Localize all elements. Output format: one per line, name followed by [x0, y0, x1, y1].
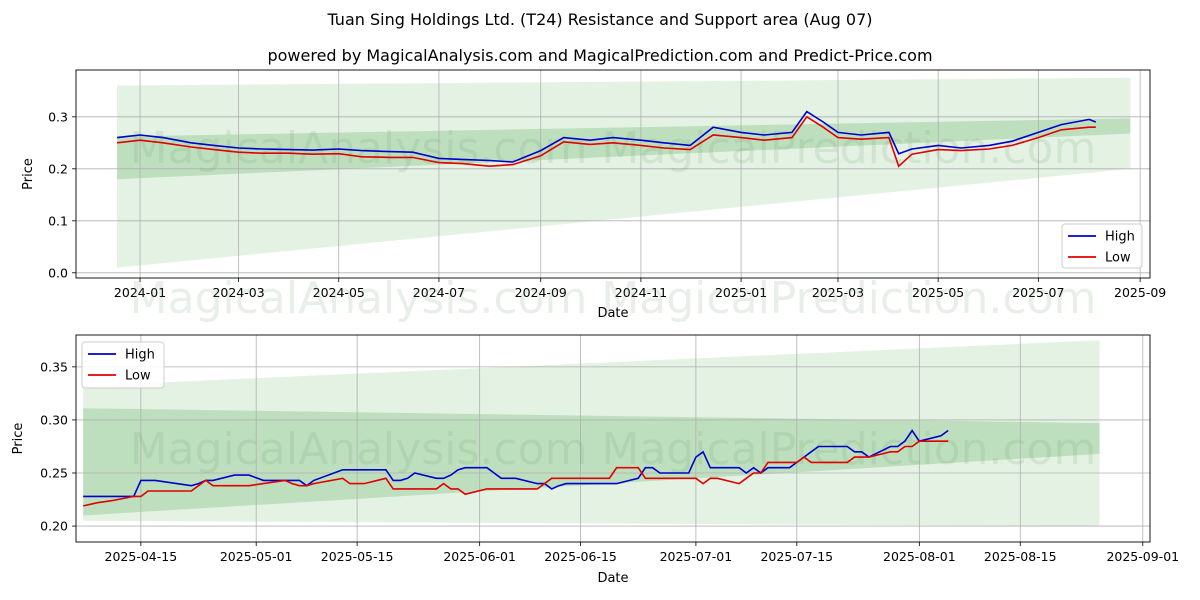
x-tick-label: 2024-07: [413, 285, 465, 300]
y-tick-label: 0.20: [40, 519, 68, 534]
plot-area-1: 2024-01 2024-03 2024-05 2024-07 2024-09 2024-…: [21, 69, 1166, 321]
high-series-line: [83, 429, 949, 498]
x-tick-label: 2025-07-01: [660, 549, 733, 564]
watermark: MagicalAnalysis.com MagicalPrediction.co…: [130, 273, 1097, 324]
x-tick-label: 2024-01: [114, 285, 166, 300]
high-series-line: [117, 110, 1097, 163]
x-tick-label: 2025-08-15: [984, 549, 1057, 564]
plot-area-2: 2025-04-15 2025-05-01 2025-05-15 2025-06-01…: [11, 334, 1179, 586]
x-tick-label: 2024-11: [615, 285, 667, 300]
y-tick-label: 0.25: [40, 466, 68, 481]
x-tick-label: 2025-03: [812, 285, 864, 300]
legend: High Low: [1061, 223, 1143, 269]
x-tick-label: 2024-09: [515, 285, 567, 300]
y-tick-label: 0.2: [48, 161, 68, 176]
chart-subtitle: powered by MagicalAnalysis.com and Magic…: [267, 46, 933, 65]
axes-frame: [75, 334, 1151, 543]
y-axis-label: Price: [21, 158, 36, 190]
x-tick-label: 2025-07-15: [760, 549, 833, 564]
watermark: MagicalAnalysis.com MagicalPrediction.co…: [130, 424, 1097, 475]
x-tick-label: 2025-08-01: [883, 549, 956, 564]
x-tick-label: 2025-06-15: [544, 549, 617, 564]
x-tick-label: 2025-04-15: [105, 549, 178, 564]
y-tick-label: 0.0: [48, 265, 68, 280]
legend-low-label: Low: [1105, 251, 1131, 266]
y-tick-label: 0.30: [40, 412, 68, 427]
x-tick-label: 2025-01: [715, 285, 767, 300]
x-tick-label: 2024-03: [212, 285, 264, 300]
low-series-line: [83, 440, 949, 507]
x-tick-label: 2025-05-15: [321, 549, 394, 564]
x-tick-label: 2025-07: [1012, 285, 1064, 300]
y-tick-label: 0.3: [48, 109, 68, 124]
axes-frame: [75, 69, 1151, 279]
x-tick-label: 2025-05: [912, 285, 964, 300]
watermark: MagicalAnalysis.com MagicalPrediction.co…: [130, 123, 1097, 174]
low-series-line: [117, 115, 1096, 168]
y-axis-label: Price: [11, 423, 26, 455]
x-axis-label: Date: [597, 306, 628, 321]
y-tick-label: 0.35: [40, 359, 68, 374]
support-resistance-band-inner: [83, 408, 1100, 516]
x-axis-label: Date: [597, 571, 628, 586]
legend-high-label: High: [125, 348, 155, 363]
legend: High Low: [81, 341, 165, 389]
y-tick-label: 0.1: [48, 213, 68, 228]
x-tick-label: 2025-09-01: [1106, 549, 1179, 564]
x-tick-label: 2025-06-01: [443, 549, 516, 564]
x-tick-label: 2025-09: [1114, 285, 1166, 300]
x-tick-label: 2025-05-01: [220, 549, 293, 564]
x-tick-label: 2024-05: [313, 285, 365, 300]
legend-low-label: Low: [125, 369, 151, 384]
legend-high-label: High: [1105, 230, 1135, 245]
chart-title: Tuan Sing Holdings Ltd. (T24) Resistance…: [327, 10, 873, 29]
